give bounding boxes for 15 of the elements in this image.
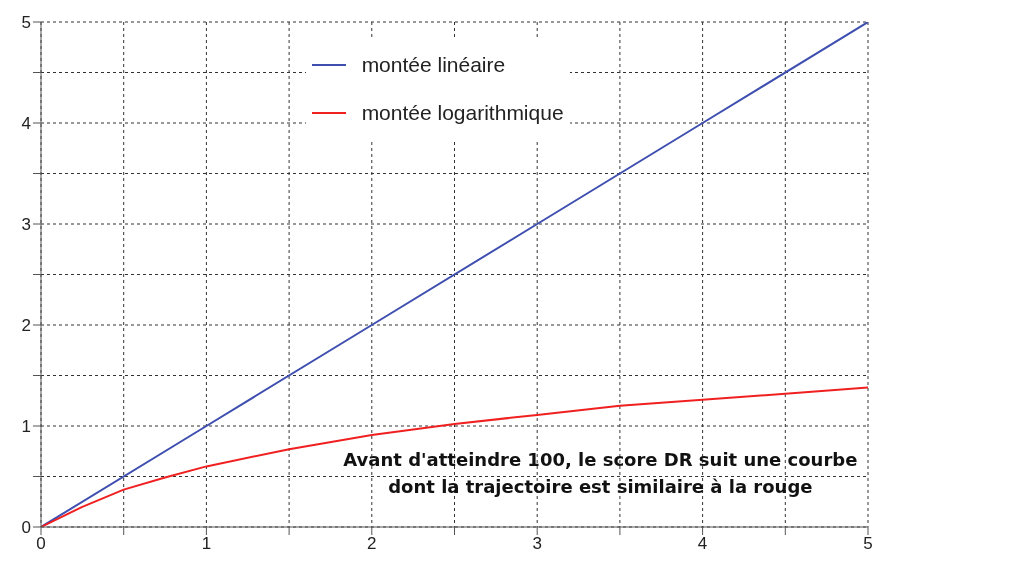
y-tick-label: 4: [21, 114, 31, 134]
y-tick-label: 2: [21, 316, 31, 336]
x-tick-label: 0: [36, 534, 46, 554]
y-tick-label: 0: [21, 518, 31, 538]
y-tick-label: 1: [21, 417, 31, 437]
legend-label: montée logarithmique: [361, 101, 564, 126]
x-tick-label: 2: [367, 534, 377, 554]
x-tick-label: 5: [863, 534, 873, 554]
annotation: Avant d'atteindre 100, le score DR suit une courbe dont la trajectoire est similaire à la rouge: [342, 448, 859, 500]
x-tick-label: 1: [201, 534, 212, 554]
y-tick-label: 3: [21, 215, 31, 235]
x-tick-label: 3: [532, 534, 542, 554]
legend-label: montée linéaire: [361, 53, 506, 78]
x-tick-label: 4: [697, 534, 708, 554]
y-tick-label: 5: [21, 13, 31, 33]
